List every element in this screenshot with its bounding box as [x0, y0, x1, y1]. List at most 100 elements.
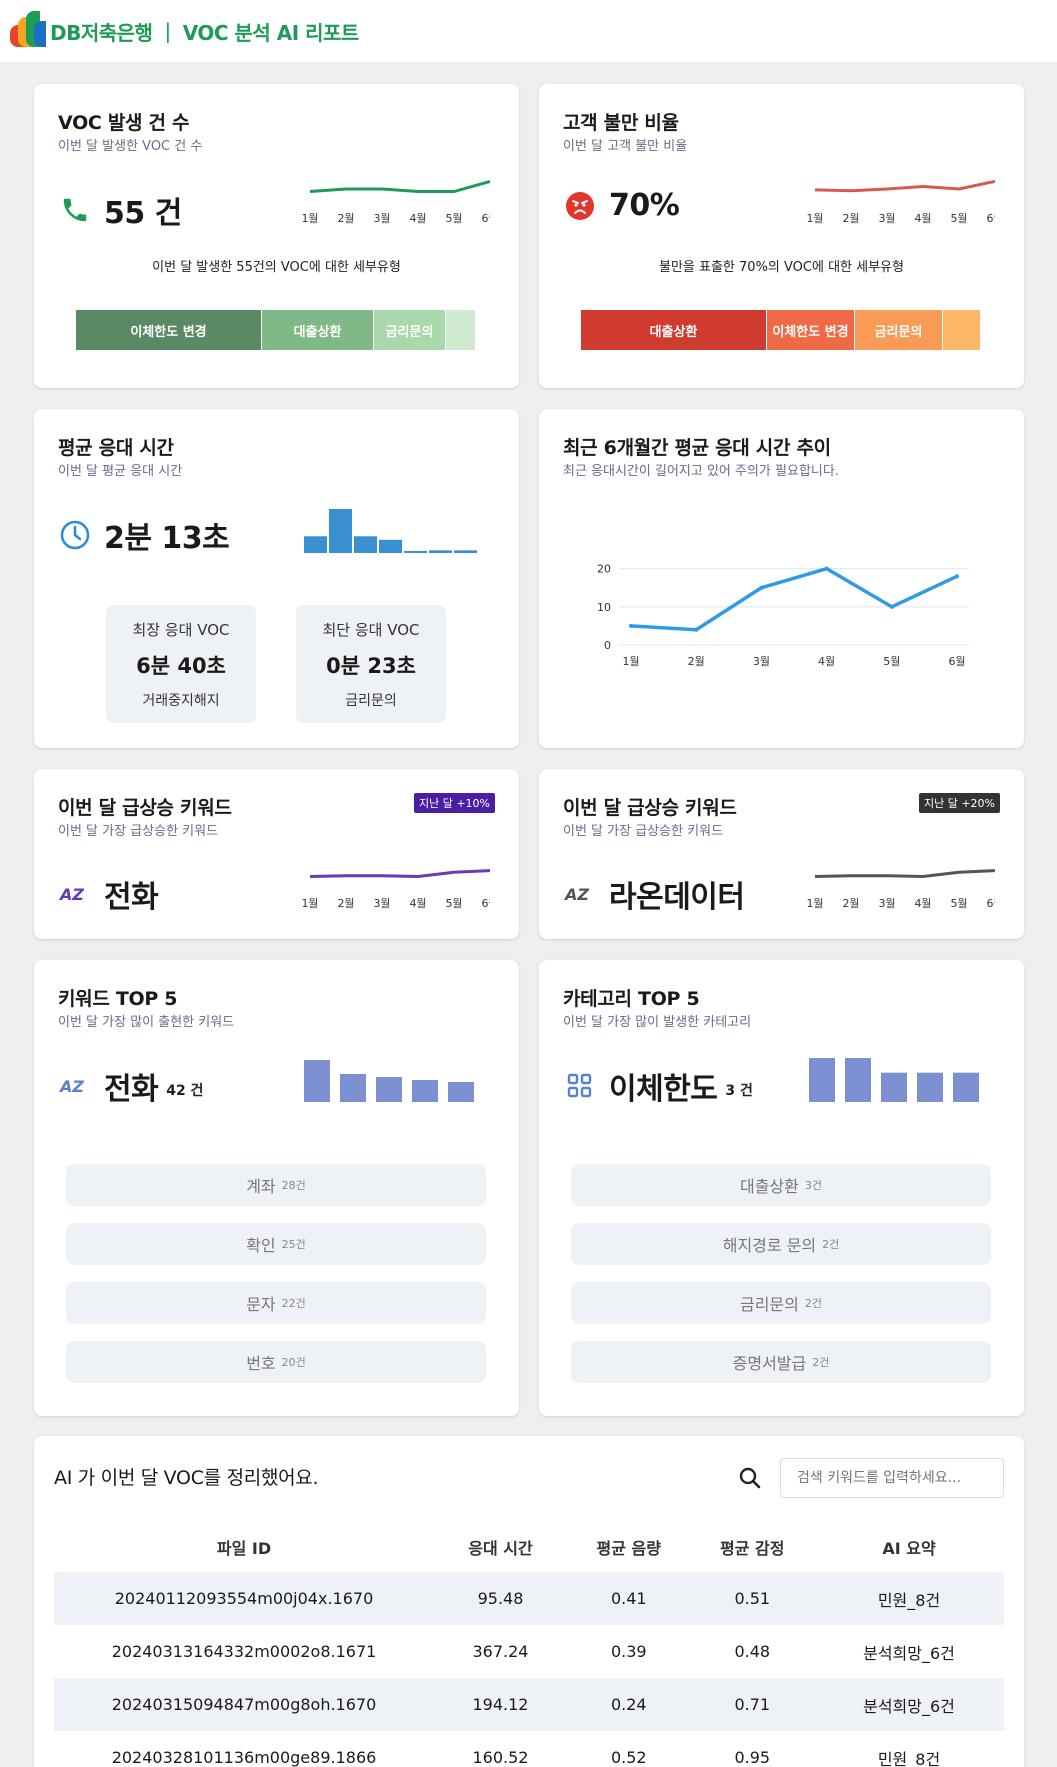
svg-text:AZ: AZ: [59, 1077, 84, 1096]
shortest-value: 0분 23초: [326, 654, 416, 678]
svg-text:AZ: AZ: [59, 885, 84, 904]
category-item[interactable]: 해지경로 문의 2건: [571, 1223, 991, 1265]
bar: [809, 1058, 835, 1102]
table-cell: 0.24: [567, 1678, 691, 1731]
brand-logo: [10, 11, 46, 51]
item-count: 2건: [812, 1356, 830, 1369]
x-tick-label: 4월: [818, 655, 835, 668]
card-subtitle: 이번 달 가장 급상승한 키워드: [58, 824, 219, 839]
card-title: 카테고리 TOP 5: [563, 988, 700, 1010]
keyword-rise-sparkline: 1월 2월 3월 4월 5월 6월: [301, 869, 490, 910]
col-response-time[interactable]: 응대 시간: [468, 1539, 533, 1558]
table-row[interactable]: 20240112093554m00j04x.1670 95.48 0.41 0.51 민…: [54, 1572, 1004, 1625]
segment[interactable]: [446, 310, 476, 350]
card-subtitle: 이번 달 가장 많이 발생한 카테고리: [563, 1015, 752, 1030]
ai-summary-card: AI 가 이번 달 VOC를 정리했어요. 파일 ID 응대 시간 평균 음량 …: [34, 1436, 1024, 1767]
dissatisfaction-trend-sparkline: 1월 2월 3월 4월 5월 6월: [806, 179, 995, 225]
card-title: 이번 달 급상승 키워드: [563, 797, 737, 819]
shortest-response-box: 최단 응대 VOC 0분 23초 금리문의: [296, 605, 446, 723]
card-title: 최근 6개월간 평균 응대 시간 추이: [563, 437, 831, 459]
card-title: 평균 응대 시간: [58, 437, 174, 459]
table-header-row: 파일 ID 응대 시간 평균 음량 평균 감정 AI 요약: [54, 1522, 1004, 1572]
shortest-type: 금리문의: [345, 693, 397, 709]
category-top5-card: 카테고리 TOP 5 이번 달 가장 많이 발생한 카테고리 이체한도 3 건 …: [539, 960, 1024, 1416]
segment[interactable]: [943, 310, 981, 350]
month-label: 1월: [806, 897, 823, 910]
avg-response-card: 평균 응대 시간 이번 달 평균 응대 시간 2분 13초 최장 응대 VOC …: [34, 409, 519, 748]
data-point: [889, 604, 894, 609]
category-item[interactable]: 금리문의 2건: [571, 1282, 991, 1324]
segment[interactable]: 금리문의: [855, 310, 943, 350]
segment[interactable]: 이체한도 변경: [76, 310, 262, 350]
data-point: [824, 566, 829, 571]
col-avg-emotion[interactable]: 평균 감정: [720, 1539, 785, 1558]
dissatisfaction-card: 고객 불만 비율 이번 달 고객 불만 비율 70% 1월2월3월4월5월6월 …: [539, 84, 1024, 388]
metric: AZ 전화: [58, 872, 159, 916]
card-subtitle: 이번 달 가장 많이 출현한 키워드: [58, 1015, 235, 1030]
voc-summary-table: 파일 ID 응대 시간 평균 음량 평균 감정 AI 요약 2024011209…: [54, 1522, 1004, 1767]
bar: [304, 1060, 330, 1102]
phone-icon: [58, 193, 92, 227]
card-title: VOC 발생 건 수: [58, 112, 190, 134]
item-label: 증명서발급: [732, 1354, 807, 1373]
month-label: 1월: [806, 212, 823, 225]
x-tick-label: 1월: [622, 655, 639, 668]
col-ai-summary[interactable]: AI 요약: [882, 1539, 936, 1558]
table-cell: 20240112093554m00j04x.1670: [54, 1572, 434, 1625]
segment[interactable]: 이체한도 변경: [767, 310, 855, 350]
segment[interactable]: 대출상환: [262, 310, 374, 350]
keyword-rise-card-1: 이번 달 급상승 키워드 이번 달 가장 급상승한 키워드 지난 달 +10% …: [34, 769, 519, 939]
metric: 55 건: [58, 188, 182, 232]
metric-value: 70%: [609, 188, 680, 223]
table-cell: 95.48: [434, 1572, 567, 1625]
card-subtitle: 이번 달 평균 응대 시간: [58, 464, 183, 479]
table-cell: 분석희망_6건: [814, 1678, 1004, 1731]
col-file-id[interactable]: 파일 ID: [216, 1539, 272, 1558]
longest-response-box: 최장 응대 VOC 6분 40초 거래중지해지: [106, 605, 256, 723]
segment-caption: 이번 달 발생한 55건의 VOC에 대한 세부유형: [152, 260, 401, 275]
data-point: [955, 574, 959, 579]
month-label: 3월: [373, 897, 390, 910]
data-point: [759, 585, 764, 590]
table-row[interactable]: 20240328101136m00ge89.1866 160.52 0.52 0.95…: [54, 1731, 1004, 1767]
keyword-item[interactable]: 문자 22건: [66, 1282, 486, 1324]
voc-type-breakdown-bar: 이체한도 변경 대출상환 금리문의: [76, 310, 476, 350]
card-subtitle: 이번 달 발생한 VOC 건 수: [58, 139, 203, 154]
month-label: 4월: [914, 897, 931, 910]
bar: [329, 509, 352, 553]
segment[interactable]: 금리문의: [374, 310, 446, 350]
month-label: 6월: [986, 212, 995, 225]
az-keyword-icon: AZ: [563, 877, 597, 911]
table-row[interactable]: 20240315094847m00g8oh.1670 194.12 0.24 0.71…: [54, 1678, 1004, 1731]
search-icon[interactable]: [737, 1465, 763, 1491]
table-cell: 20240315094847m00g8oh.1670: [54, 1678, 434, 1731]
month-label: 4월: [409, 212, 426, 225]
item-label: 계좌: [246, 1177, 276, 1196]
search-input[interactable]: [780, 1458, 1004, 1498]
segment-caption: 불만을 표출한 70%의 VOC에 대한 세부유형: [659, 260, 904, 275]
bar: [454, 550, 477, 553]
table-cell: 367.24: [472, 1642, 529, 1661]
keyword-item[interactable]: 확인 25건: [66, 1223, 486, 1265]
change-badge: 지난 달 +10%: [413, 793, 495, 813]
category-item[interactable]: 대출상환 3건: [571, 1164, 991, 1206]
keyword-item[interactable]: 계좌 28건: [66, 1164, 486, 1206]
metric: AZ 전화 42 건: [58, 1064, 203, 1108]
item-label: 확인: [246, 1236, 276, 1255]
keyword-item[interactable]: 번호 20건: [66, 1341, 486, 1383]
response-trend-card: 최근 6개월간 평균 응대 시간 추이 최근 응대시간이 길어지고 있어 주의가…: [539, 409, 1024, 748]
longest-title: 최장 응대 VOC: [132, 621, 230, 639]
metric-value: 2분 13초: [104, 521, 230, 556]
item-count: 22건: [281, 1297, 306, 1310]
month-label: 5월: [445, 212, 462, 225]
y-tick-label: 0: [604, 639, 611, 652]
table-row[interactable]: 20240313164332m0002o8.1671 367.24 0.39 0.48…: [54, 1625, 1004, 1678]
metric-unit: 42 건: [166, 1083, 204, 1099]
col-avg-volume[interactable]: 평균 음량: [596, 1539, 661, 1558]
sparkline: [309, 869, 490, 879]
bar: [429, 550, 452, 553]
segment[interactable]: 대출상환: [581, 310, 767, 350]
category-item[interactable]: 증명서발급 2건: [571, 1341, 991, 1383]
bar: [917, 1072, 943, 1102]
x-tick-label: 6월: [948, 655, 965, 668]
